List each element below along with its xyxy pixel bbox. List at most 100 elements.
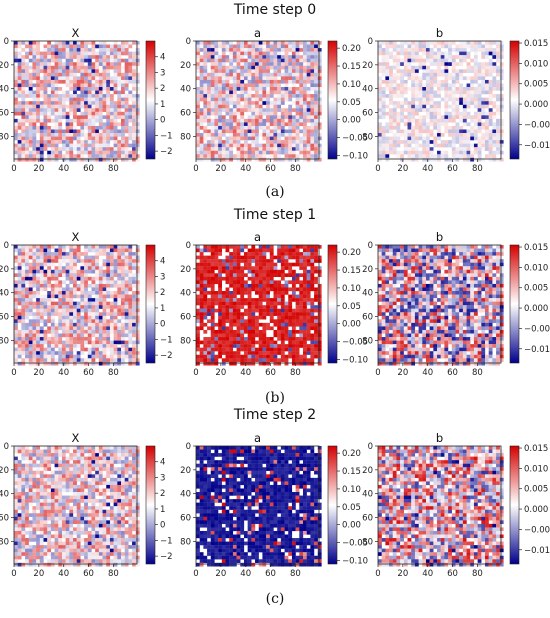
heatmap-cell	[451, 104, 456, 109]
heatmap-cell	[225, 287, 230, 292]
heatmap-cell	[50, 322, 55, 327]
heatmap-cell	[280, 147, 285, 151]
heatmap-cell	[232, 90, 237, 95]
heatmap-cell	[403, 51, 408, 56]
heatmap-cell	[314, 65, 318, 70]
heatmap-cell	[43, 143, 48, 148]
heatmap-cell	[47, 136, 52, 141]
heatmap-cell	[284, 291, 289, 295]
heatmap-cell	[269, 269, 274, 274]
heatmap-cell	[98, 319, 103, 324]
heatmap-cell	[459, 94, 464, 98]
heatmap-cell	[54, 48, 59, 52]
heatmap-cell	[310, 312, 315, 316]
heatmap-cell	[455, 125, 460, 130]
colorbar-tick-label: 0.05	[342, 98, 361, 108]
heatmap-cell	[39, 129, 44, 134]
heatmap-cell	[117, 322, 122, 327]
heatmap-cell	[218, 266, 222, 270]
heatmap-cell	[36, 108, 40, 112]
heatmap-cell	[91, 269, 96, 274]
heatmap-cell	[47, 255, 52, 260]
heatmap-cell	[240, 157, 245, 162]
heatmap-cell	[203, 41, 208, 45]
heatmap-cell	[378, 51, 382, 56]
heatmap-cell	[106, 154, 111, 158]
heatmap-cell	[400, 48, 404, 52]
heatmap-cell	[36, 326, 40, 331]
heatmap-cell	[485, 44, 489, 49]
heatmap-cell	[247, 69, 252, 74]
x-tick-label: 80	[472, 164, 483, 174]
heatmap-cell	[76, 48, 81, 52]
heatmap-cell	[218, 90, 222, 95]
heatmap-cell	[218, 308, 222, 313]
heatmap-cell	[14, 150, 18, 155]
heatmap-cell	[109, 115, 114, 120]
heatmap-cell	[21, 41, 26, 45]
heatmap-cell	[61, 319, 66, 324]
heatmap-cell	[381, 101, 386, 105]
heatmap-cell	[117, 329, 122, 334]
heatmap-cell	[485, 133, 489, 137]
heatmap-cell	[203, 44, 208, 49]
heatmap-cell	[87, 312, 92, 316]
heatmap-cell	[437, 58, 441, 63]
heatmap-cell	[76, 122, 81, 127]
heatmap-cell	[266, 69, 270, 74]
heatmap-cell	[221, 266, 226, 270]
heatmap-cell	[69, 69, 74, 74]
heatmap-cell	[106, 150, 111, 155]
heatmap-cell	[425, 150, 430, 155]
heatmap-cell	[28, 308, 33, 313]
heatmap-cell	[444, 94, 449, 98]
heatmap-cell	[262, 83, 267, 88]
heatmap-cell	[91, 280, 96, 285]
heatmap-cell	[425, 72, 430, 77]
heatmap-cell	[80, 115, 85, 120]
heatmap-cell	[102, 108, 107, 112]
heatmap-cell	[221, 157, 226, 162]
heatmap-cell	[128, 319, 133, 324]
heatmap-cell	[61, 55, 66, 59]
heatmap-cell	[39, 157, 44, 162]
heatmap-cell	[32, 322, 37, 327]
heatmap-cell	[236, 101, 241, 105]
heatmap-cell	[466, 136, 471, 141]
heatmap-cell	[54, 108, 59, 112]
heatmap-cell	[225, 308, 230, 313]
heatmap-cell	[488, 108, 493, 112]
heatmap-cell	[448, 72, 452, 77]
heatmap-cell	[121, 283, 125, 288]
heatmap-cell	[310, 69, 315, 74]
heatmap-cell	[284, 150, 289, 155]
heatmap-cell	[266, 111, 270, 116]
heatmap-cell	[473, 48, 478, 52]
heatmap-cell	[98, 322, 103, 327]
heatmap-cell	[98, 245, 103, 249]
heatmap-cell	[314, 94, 318, 98]
heatmap-cell	[135, 333, 140, 338]
heatmap-cell	[229, 245, 234, 249]
heatmap-cell	[422, 97, 427, 102]
heatmap-cell	[199, 154, 204, 158]
heatmap-cell	[124, 340, 129, 345]
heatmap-cell	[473, 133, 478, 137]
heatmap-cell	[448, 76, 452, 81]
heatmap-cell	[262, 252, 267, 256]
heatmap-cell	[295, 122, 300, 127]
heatmap-cell	[400, 140, 404, 144]
heatmap-cell	[84, 118, 88, 123]
heatmap-cell	[288, 252, 293, 256]
heatmap-cell	[39, 147, 44, 151]
heatmap-cell	[451, 94, 456, 98]
heatmap-cell	[440, 72, 445, 77]
heatmap-cell	[47, 150, 52, 155]
heatmap-cell	[251, 283, 256, 288]
heatmap-cell	[291, 273, 296, 278]
heatmap-cell	[54, 361, 59, 366]
heatmap-cell	[385, 79, 390, 84]
heatmap-cell	[199, 147, 204, 151]
heatmap-cell	[128, 305, 133, 309]
heatmap-cell	[481, 108, 486, 112]
